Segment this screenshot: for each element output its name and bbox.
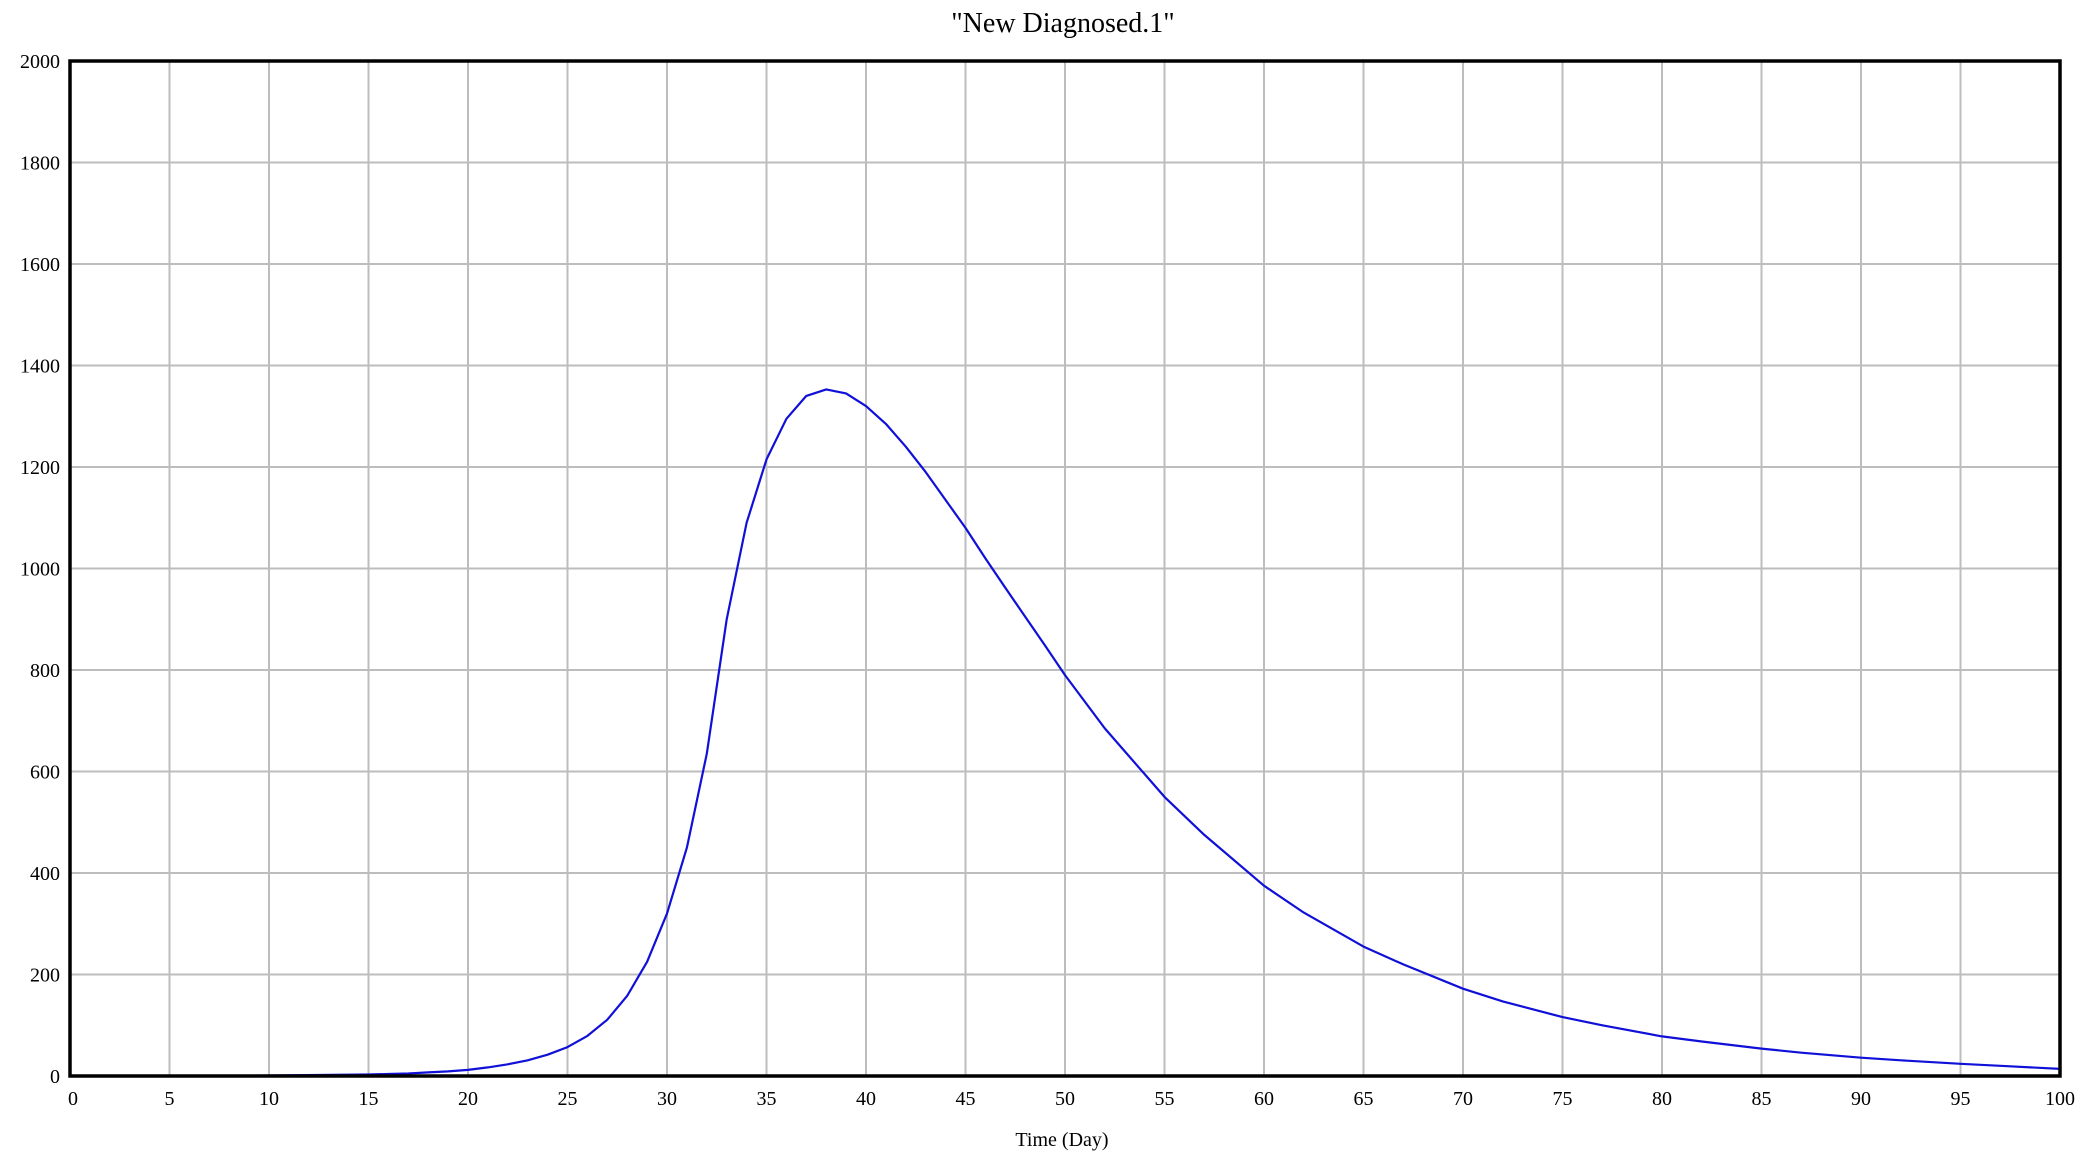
x-tick-label: 0 [68, 1088, 78, 1110]
plot-frame [68, 59, 2062, 1078]
x-tick-label: 25 [558, 1088, 578, 1110]
x-tick-label: 30 [657, 1088, 677, 1110]
y-tick-label: 1200 [20, 457, 60, 479]
x-tick-label: 100 [2045, 1088, 2075, 1110]
x-tick-labels: 0 5 10 15 20 25 30 35 40 45 50 55 60 65 70 75 80 85 90 95 10… [68, 1088, 2075, 1110]
grid-lines [70, 61, 2060, 1076]
y-tick-label: 0 [50, 1066, 60, 1088]
series-line [70, 388, 2061, 1078]
x-tick-label: 95 [1951, 1088, 1971, 1110]
y-tick-label: 1800 [20, 153, 60, 175]
x-tick-label: 35 [757, 1088, 777, 1110]
series-layer [70, 388, 2061, 1078]
y-tick-label: 800 [30, 660, 60, 682]
y-tick-label: 1000 [20, 559, 60, 581]
x-tick-label: 40 [856, 1088, 876, 1110]
y-tick-label: 1400 [20, 356, 60, 378]
x-tick-label: 15 [359, 1088, 379, 1110]
x-tick-label: 80 [1652, 1088, 1672, 1110]
y-tick-label: 400 [30, 863, 60, 885]
x-tick-label: 75 [1553, 1088, 1573, 1110]
x-tick-label: 45 [956, 1088, 976, 1110]
x-tick-label: 55 [1155, 1088, 1175, 1110]
chart-title: "New Diagnosed.1" [951, 8, 1174, 39]
y-tick-labels: 0 200 400 600 800 1000 1200 1400 1600 1800 2000 [20, 51, 60, 1088]
x-tick-label: 10 [259, 1088, 279, 1110]
y-tick-label: 200 [30, 965, 60, 987]
x-tick-label: 65 [1354, 1088, 1374, 1110]
x-tick-label: 20 [458, 1088, 478, 1110]
x-tick-label: 85 [1752, 1088, 1772, 1110]
y-tick-label: 2000 [20, 51, 60, 73]
x-tick-label: 70 [1453, 1088, 1473, 1110]
y-tick-label: 600 [30, 762, 60, 784]
x-axis-label: Time (Day) [1015, 1129, 1108, 1151]
x-tick-label: 5 [165, 1088, 175, 1110]
x-tick-label: 90 [1851, 1088, 1871, 1110]
y-tick-label: 1600 [20, 254, 60, 276]
x-tick-label: 60 [1254, 1088, 1274, 1110]
x-tick-label: 50 [1055, 1088, 1075, 1110]
